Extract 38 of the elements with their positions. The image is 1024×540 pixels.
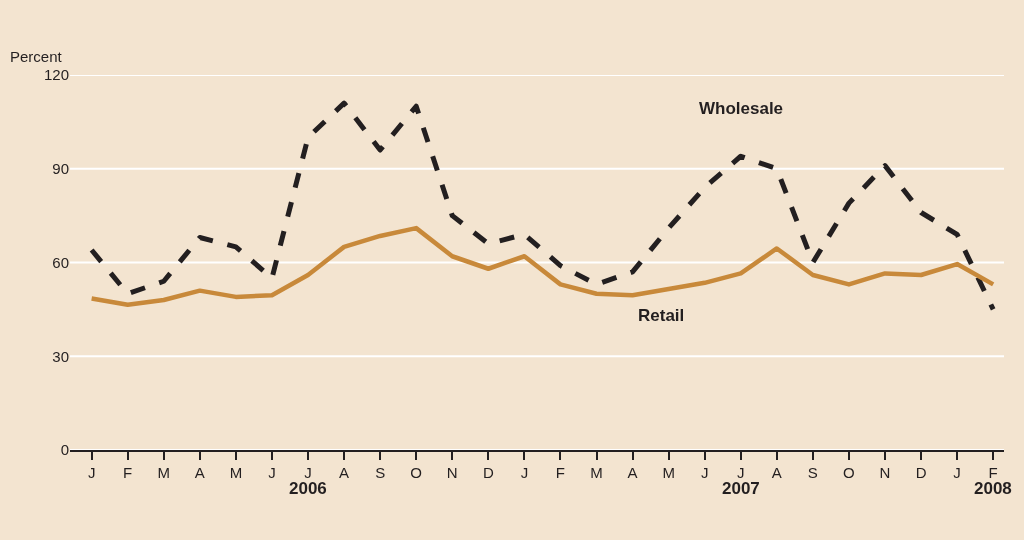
line-series — [89, 225, 996, 307]
x-tick-label: J — [304, 464, 312, 481]
x-tick-label: D — [915, 464, 927, 481]
x-tick-label: D — [482, 464, 494, 481]
y-axis-title: Percent — [10, 48, 63, 65]
x-tick-label: F — [123, 464, 133, 481]
x-tick-label: S — [375, 464, 386, 481]
y-tick-label: 0 — [60, 441, 69, 459]
x-tick-label: O — [410, 464, 423, 481]
x-tick-label: M — [590, 464, 603, 481]
x-tick-label: J — [737, 464, 745, 481]
x-tick-label: J — [87, 464, 96, 481]
x-tick-label: A — [627, 464, 638, 481]
x-tick-label: M — [157, 464, 171, 481]
y-tick-label: 120 — [43, 66, 69, 84]
text: Wholesale — [699, 99, 784, 118]
x-tick-label: S — [807, 464, 818, 481]
x-tick-label: N — [446, 464, 458, 481]
text: 2008 — [974, 479, 1012, 498]
x-tick-label: M — [229, 464, 243, 481]
x-tick-label: O — [843, 464, 855, 481]
series-label: Retail — [638, 306, 685, 325]
x-tick-label: A — [771, 464, 782, 481]
x-tick-label: F — [555, 464, 566, 481]
y-tick-label: 90 — [52, 160, 69, 177]
x-tick-label: J — [953, 464, 961, 481]
x-tick-label: J — [520, 464, 529, 481]
text: 2007 — [722, 479, 760, 498]
y-tick-label: 60 — [52, 253, 69, 271]
x-tick-label: A — [194, 464, 205, 481]
x-tick-label: M — [662, 464, 675, 481]
y-tick-label: 30 — [52, 347, 69, 365]
x-tick-label: A — [339, 464, 350, 481]
x-tick-label: J — [700, 464, 709, 481]
x-tick-label: N — [879, 464, 891, 481]
text: 2006 — [289, 479, 327, 498]
x-tick-label: F — [988, 464, 998, 481]
x-tick-label: J — [268, 464, 276, 481]
